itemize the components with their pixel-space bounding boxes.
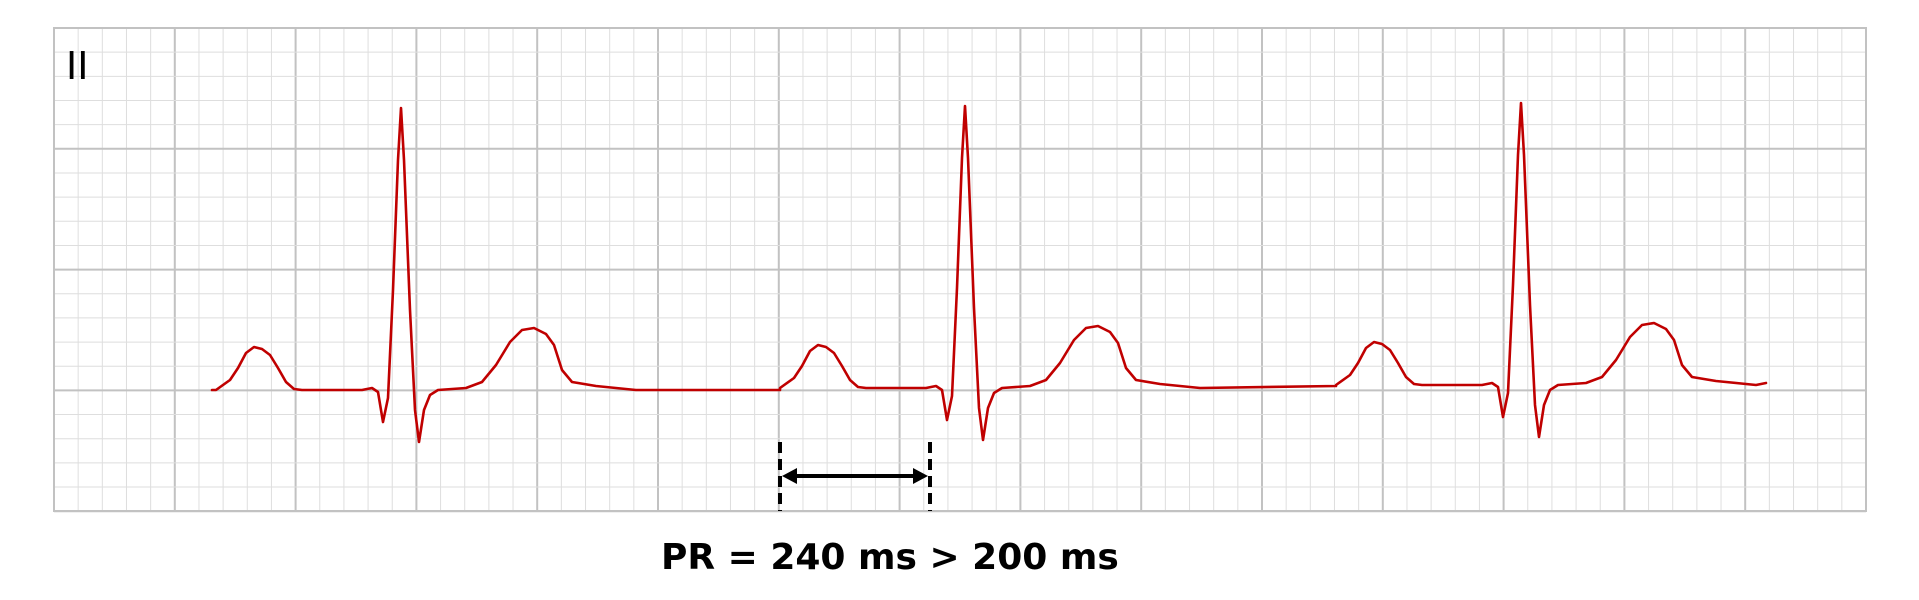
grid-border — [53, 27, 1867, 512]
pr-measurement-label: PR = 240 ms > 200 ms — [661, 537, 1119, 578]
arrowhead-left-icon — [782, 468, 797, 484]
arrowhead-right-icon — [913, 468, 928, 484]
ecg-grid — [53, 27, 1867, 513]
pr-interval-marker — [778, 442, 932, 511]
ecg-trace — [210, 101, 1768, 444]
lead-label: II — [66, 44, 88, 88]
